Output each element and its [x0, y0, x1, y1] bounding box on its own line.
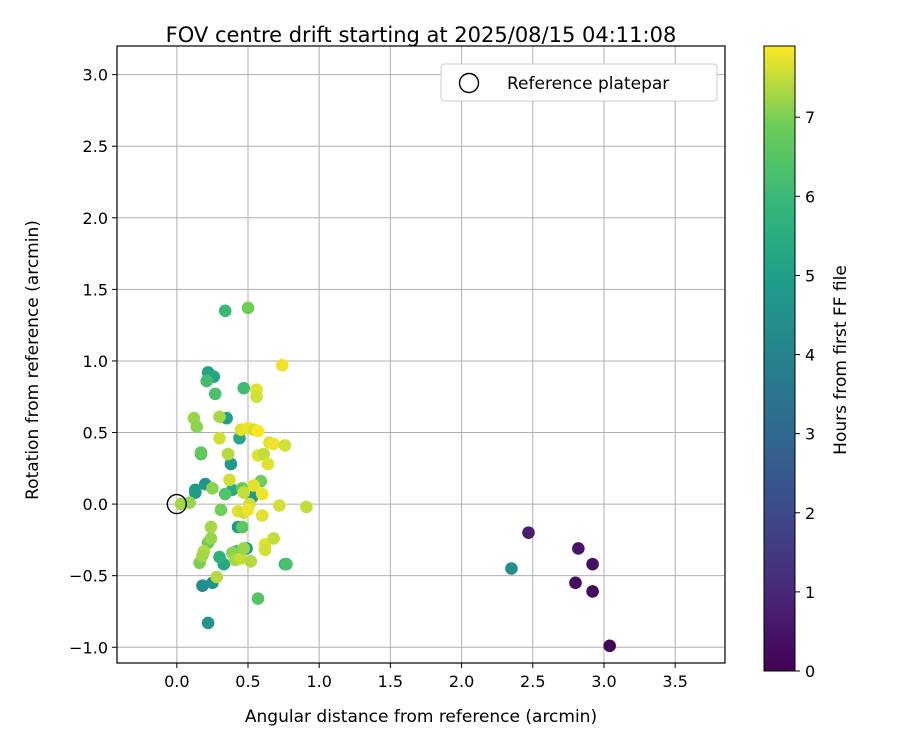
- data-point: [196, 549, 209, 562]
- reference-point: [166, 493, 188, 515]
- data-point: [251, 424, 265, 438]
- colorbar-tick-label: 0: [805, 662, 815, 681]
- legend: Reference platepar: [440, 63, 718, 102]
- data-point: [201, 616, 215, 630]
- data-point: [278, 439, 292, 452]
- grid: [117, 46, 725, 663]
- plot-frame: [116, 45, 726, 664]
- data-point: [213, 431, 226, 445]
- colorbar-tick-label: 7: [805, 108, 815, 127]
- data-point: [214, 503, 228, 517]
- data-point: [218, 304, 232, 318]
- data-point: [236, 520, 249, 534]
- data-point: [241, 503, 255, 517]
- data-point: [223, 473, 236, 487]
- x-tick-label: 0.5: [235, 672, 260, 691]
- chart-title: FOV centre drift starting at 2025/08/15 …: [166, 23, 677, 47]
- x-tick-label: 3.0: [591, 672, 616, 691]
- colorbar-tick-label: 3: [805, 425, 815, 444]
- data-point: [213, 550, 226, 564]
- data-point: [251, 592, 265, 605]
- data-point: [237, 381, 251, 395]
- data-point: [189, 483, 202, 497]
- x-tick-label: 2.5: [520, 672, 545, 691]
- data-point: [200, 374, 214, 388]
- data-point: [300, 500, 313, 514]
- colorbar-tick-label: 4: [805, 346, 815, 365]
- y-tick-label: 0.0: [83, 495, 108, 514]
- x-tick-label: 3.5: [662, 672, 687, 691]
- data-point: [224, 457, 238, 471]
- data-point: [505, 562, 518, 575]
- y-axis-ticks: −1.0 −0.5 0.0 0.5 1.0 1.5 2.0 2.5 3.0: [69, 66, 117, 657]
- data-point: [213, 410, 226, 424]
- data-point: [237, 542, 251, 555]
- data-point: [261, 457, 275, 471]
- y-tick-label: 0.5: [83, 424, 108, 443]
- data-point: [569, 576, 582, 590]
- y-axis-label: Rotation from reference (arcmin): [23, 220, 43, 500]
- data-point: [603, 639, 616, 653]
- x-axis-ticks: 0.0 0.5 1.0 1.5 2.0 2.5 3.0 3.5: [164, 663, 688, 691]
- data-point: [255, 509, 269, 522]
- legend-box: [440, 63, 718, 102]
- data-point: [241, 301, 255, 315]
- colorbar-tick-label: 6: [805, 187, 815, 206]
- reference-marker: [166, 493, 188, 515]
- data-point: [244, 555, 258, 568]
- data-point: [196, 579, 209, 592]
- data-point: [267, 437, 280, 451]
- x-tick-label: 1.5: [378, 672, 403, 691]
- y-tick-label: −0.5: [69, 567, 108, 586]
- data-point: [210, 570, 223, 584]
- data-point: [204, 532, 218, 545]
- data-point: [280, 557, 293, 571]
- data-point: [206, 482, 219, 495]
- data-point: [258, 543, 272, 557]
- x-axis-label: Angular distance from reference (arcmin): [245, 707, 597, 727]
- data-points: [174, 301, 616, 653]
- data-point: [190, 420, 204, 434]
- data-point: [234, 552, 248, 565]
- data-point: [204, 520, 218, 534]
- colorbar-ticks: 0 1 2 3 4 5 6 7: [795, 108, 815, 681]
- data-point: [247, 479, 260, 492]
- legend-marker-icon: [458, 72, 480, 94]
- y-tick-label: 1.5: [83, 280, 108, 299]
- colorbar-tick-label: 2: [805, 504, 815, 523]
- data-point: [250, 390, 263, 404]
- colorbar: 0 1 2 3 4 5 6 7 Hours from first FF file: [763, 45, 851, 681]
- colorbar-tick-label: 1: [805, 583, 815, 602]
- y-tick-label: 1.0: [83, 352, 108, 371]
- data-point: [586, 557, 599, 571]
- data-point: [218, 487, 232, 501]
- data-point: [267, 532, 280, 545]
- data-point: [586, 585, 599, 598]
- x-tick-label: 2.0: [449, 672, 474, 691]
- y-tick-label: 3.0: [83, 66, 108, 85]
- data-point: [572, 542, 585, 555]
- data-point: [273, 499, 286, 512]
- data-point: [237, 486, 251, 499]
- colorbar-gradient: [763, 45, 796, 672]
- legend-label: Reference platepar: [507, 74, 669, 94]
- data-point: [275, 358, 289, 372]
- colorbar-tick-label: 5: [805, 266, 815, 285]
- data-point: [194, 446, 208, 459]
- data-point: [208, 387, 222, 401]
- data-point: [522, 526, 535, 540]
- y-tick-label: −1.0: [69, 638, 108, 657]
- data-point: [221, 447, 235, 461]
- colorbar-label: Hours from first FF file: [831, 265, 851, 455]
- x-tick-label: 0.0: [164, 672, 189, 691]
- x-tick-label: 1.0: [306, 672, 331, 691]
- data-point: [257, 447, 270, 461]
- data-point: [255, 487, 269, 501]
- y-tick-label: 2.0: [83, 209, 108, 228]
- y-tick-label: 2.5: [83, 137, 108, 156]
